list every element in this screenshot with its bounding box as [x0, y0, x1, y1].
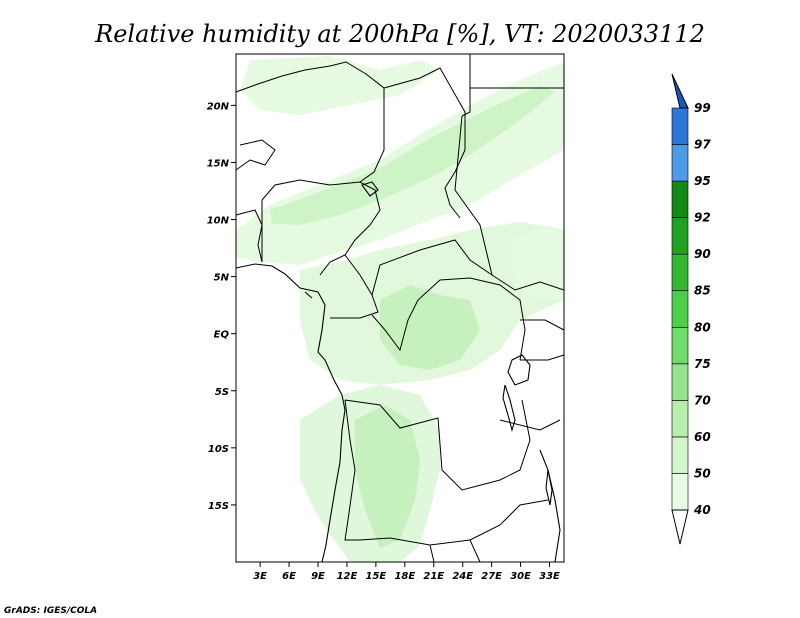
humidity-patch-nw [240, 56, 440, 115]
lon-label: 18E [394, 571, 415, 582]
colorbar-label: 97 [694, 138, 711, 152]
lon-label: 24E [452, 571, 473, 582]
colorbar-cell [671, 473, 689, 511]
colorbar-bottom-arrow [671, 509, 689, 545]
colorbar-cell [671, 144, 689, 182]
lake-malawi [545, 469, 553, 506]
plot-title: Relative humidity at 200hPa [%], VT: 202… [94, 20, 705, 48]
colorbar-label: 85 [694, 284, 711, 298]
lon-label: 15E [366, 571, 387, 582]
lat-label: 5S [215, 387, 229, 398]
colorbar: 40 50 60 70 75 80 85 90 92 95 97 99 [671, 73, 711, 545]
lon-label: 21E [423, 571, 444, 582]
border-niger-chad [383, 67, 466, 219]
humidity-patch-ne [510, 225, 564, 300]
colorbar-cell [671, 217, 689, 255]
border-congo [371, 277, 526, 361]
colorbar-label: 70 [694, 393, 711, 407]
lake-victoria [507, 354, 531, 386]
lake-volta [304, 291, 313, 299]
lat-label: 5N [214, 273, 230, 284]
lon-label: 9E [311, 571, 325, 582]
colorbar-label: 92 [694, 211, 711, 225]
lon-label: 12E [337, 571, 358, 582]
lat-label: 10S [208, 444, 229, 455]
colorbar-cell [671, 363, 689, 401]
border-east-africa [499, 319, 565, 431]
colorbar-cell [671, 400, 689, 438]
colorbar-cell [671, 107, 689, 145]
lake-chad [361, 181, 379, 197]
border-north-africa [235, 61, 385, 183]
border-south [429, 539, 481, 563]
humidity-fill [236, 56, 564, 562]
lon-label: 33E [539, 571, 560, 582]
colorbar-cell [671, 326, 689, 365]
colorbar-label: 75 [694, 357, 711, 371]
border-nigeria [261, 179, 381, 276]
border-libya [461, 54, 471, 117]
colorbar-label: 40 [693, 503, 711, 517]
lon-label: 30E [510, 571, 531, 582]
lon-label: 3E [253, 571, 267, 582]
colorbar-cell [671, 290, 689, 328]
humidity-patch-central-inner [380, 285, 480, 370]
map-panel [235, 53, 565, 563]
colorbar-cell [671, 436, 689, 474]
map-frame [235, 53, 565, 563]
lat-label: 15S [208, 501, 229, 512]
lat-label: 15N [207, 158, 230, 169]
coast-gulf-of-guinea [235, 263, 346, 563]
country-borders [235, 54, 565, 563]
colorbar-label: 99 [694, 101, 711, 115]
colorbar-label: 50 [694, 466, 711, 480]
border-angola-zambia [344, 399, 549, 546]
lon-label: 27E [481, 571, 502, 582]
humidity-band-north-inner [270, 86, 555, 225]
lat-label: 10N [207, 216, 230, 227]
longitude-axis: 3E 6E 9E 12E 15E 18E 21E 24E 27E 30E 33E [253, 562, 560, 582]
border-drc-south [344, 399, 531, 491]
grads-credit: GrADS: IGES/COLA [4, 606, 97, 616]
colorbar-top-arrow [671, 73, 689, 109]
lat-label: EQ [214, 330, 230, 341]
lat-label: 20N [207, 101, 230, 112]
border-cameroon [330, 254, 379, 319]
coast-east [539, 449, 561, 563]
colorbar-label: 60 [694, 430, 711, 444]
colorbar-cell [671, 180, 689, 218]
coastline [235, 181, 561, 563]
lake-tanganyika [502, 384, 516, 433]
colorbar-cell [671, 253, 689, 292]
lon-label: 6E [282, 571, 296, 582]
colorbar-label: 95 [694, 174, 711, 188]
colorbar-label: 90 [694, 247, 711, 261]
humidity-patch-south-inner [355, 405, 420, 548]
colorbar-label: 80 [694, 320, 711, 334]
latitude-axis: 20N 15N 10N 5N EQ 5S 10S 15S [207, 101, 236, 512]
border-car [371, 239, 493, 296]
